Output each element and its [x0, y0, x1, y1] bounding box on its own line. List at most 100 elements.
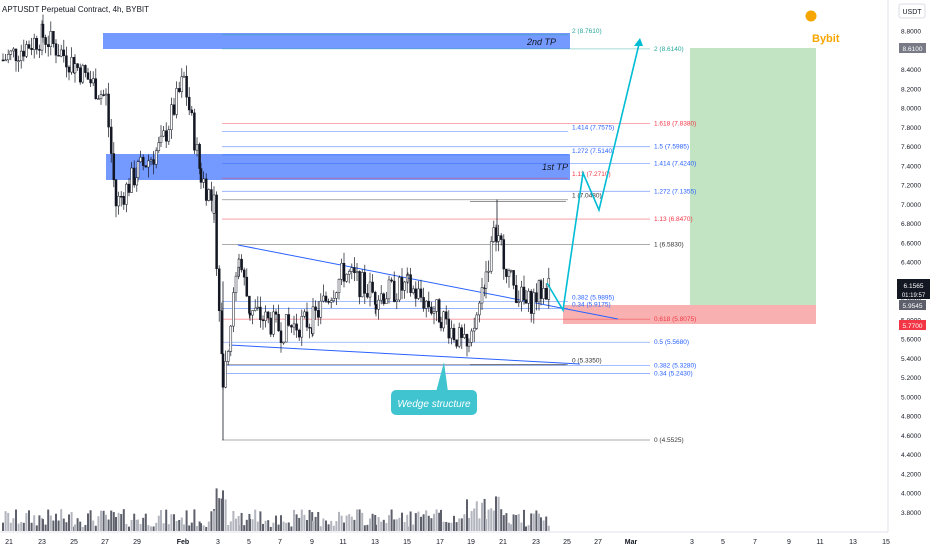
volume-bar	[259, 511, 262, 531]
wedge-callout[interactable]	[391, 390, 477, 415]
fib-label: 1.13 (7.2710)	[572, 171, 611, 178]
candle-body	[89, 79, 92, 84]
candle-body	[484, 271, 488, 289]
candle-body	[210, 189, 213, 201]
candle-body	[290, 325, 293, 328]
candle-body	[119, 195, 123, 198]
candle-body	[162, 130, 165, 137]
tp1-zone	[106, 154, 570, 180]
volume-bar	[25, 513, 28, 531]
volume-bar	[130, 519, 133, 531]
candle-body	[237, 258, 241, 268]
candle-body	[368, 281, 372, 298]
candle-body	[46, 44, 50, 47]
volume-bar	[453, 515, 455, 531]
candle-body	[144, 165, 148, 168]
volume-bar	[298, 517, 301, 531]
volume-bar	[490, 508, 493, 531]
candle-body	[70, 57, 73, 73]
y-tick-label: 5.6000	[901, 337, 921, 344]
volume-bar	[35, 525, 38, 531]
volume-bar	[65, 522, 68, 531]
candle-body	[130, 167, 133, 193]
volume-bar	[345, 515, 348, 531]
y-tick-label: 7.4000	[901, 163, 921, 170]
candle-body	[442, 311, 445, 329]
x-tick-label: 7	[278, 539, 282, 546]
volume-bar	[155, 522, 158, 531]
wedge-upper-line	[237, 244, 619, 320]
candle-body	[292, 323, 296, 328]
y-tick-label: 4.8000	[901, 414, 921, 421]
candle-body	[104, 93, 108, 96]
volume-bar	[510, 524, 512, 531]
candle-body	[232, 292, 235, 327]
candle-body	[497, 235, 500, 242]
y-tick-label: 8.8000	[901, 29, 921, 36]
volume-bar	[165, 509, 168, 531]
fib-label: 2 (8.6140)	[654, 46, 684, 53]
candle-body	[472, 327, 476, 332]
volume-bar	[224, 499, 227, 531]
volume-bar	[249, 519, 251, 531]
volume-bar	[117, 512, 120, 531]
volume-bar	[542, 520, 545, 531]
time-axis[interactable]	[0, 532, 932, 550]
y-tick-label: 5.2000	[901, 375, 921, 382]
volume-bar	[395, 519, 398, 531]
volume-bar	[188, 525, 191, 531]
volume-bar	[107, 519, 110, 531]
volume-bar	[264, 520, 267, 531]
fib-label: 1.414 (7.4240)	[654, 161, 696, 168]
volume-bar	[42, 519, 44, 531]
svg-text:01:19:57: 01:19:57	[902, 293, 926, 299]
candle-body	[22, 50, 26, 57]
candle-body	[499, 235, 503, 240]
volume-bar	[167, 524, 170, 531]
volume-bar	[100, 510, 102, 531]
volume-bar	[220, 498, 223, 531]
volume-bar	[478, 518, 481, 531]
volume-bar	[308, 509, 311, 531]
volume-bar	[401, 512, 403, 531]
candle-body	[136, 161, 140, 178]
volume-bar	[293, 509, 295, 531]
volume-bar	[120, 514, 123, 531]
candle-body	[427, 300, 431, 308]
y-tick-label: 4.0000	[901, 491, 921, 498]
candle-body	[467, 342, 471, 347]
callout-pointer	[436, 362, 448, 392]
candle-body	[284, 314, 288, 343]
candle-body	[242, 269, 246, 278]
candle-body	[112, 153, 116, 181]
volume-bar	[447, 522, 450, 531]
volume-bar	[523, 509, 525, 531]
candle-body	[360, 272, 364, 298]
volume-bar	[330, 520, 333, 531]
y-tick-label: 4.2000	[901, 471, 921, 478]
candle-body	[322, 295, 325, 302]
volume-bar	[371, 513, 374, 531]
candle-body	[248, 312, 252, 316]
volume-bar	[170, 514, 173, 531]
y-tick-label: 5.0000	[901, 394, 921, 401]
x-tick-label: 3	[216, 539, 220, 546]
candle-body	[54, 43, 58, 56]
volume-bar	[94, 525, 97, 531]
candle-body	[514, 285, 518, 303]
candle-body	[177, 88, 181, 92]
candle-body	[12, 48, 15, 52]
candle-body	[266, 311, 270, 319]
volume-bar	[240, 512, 243, 531]
candle-body	[67, 66, 71, 73]
candle-body	[529, 290, 533, 314]
wedge-lower-line	[228, 344, 581, 365]
candle-body	[390, 279, 393, 282]
price-axis[interactable]	[888, 0, 932, 532]
candle-body	[387, 279, 391, 300]
volume-bar	[30, 522, 33, 531]
volume-bar	[49, 515, 52, 531]
currency-button[interactable]	[898, 3, 926, 19]
